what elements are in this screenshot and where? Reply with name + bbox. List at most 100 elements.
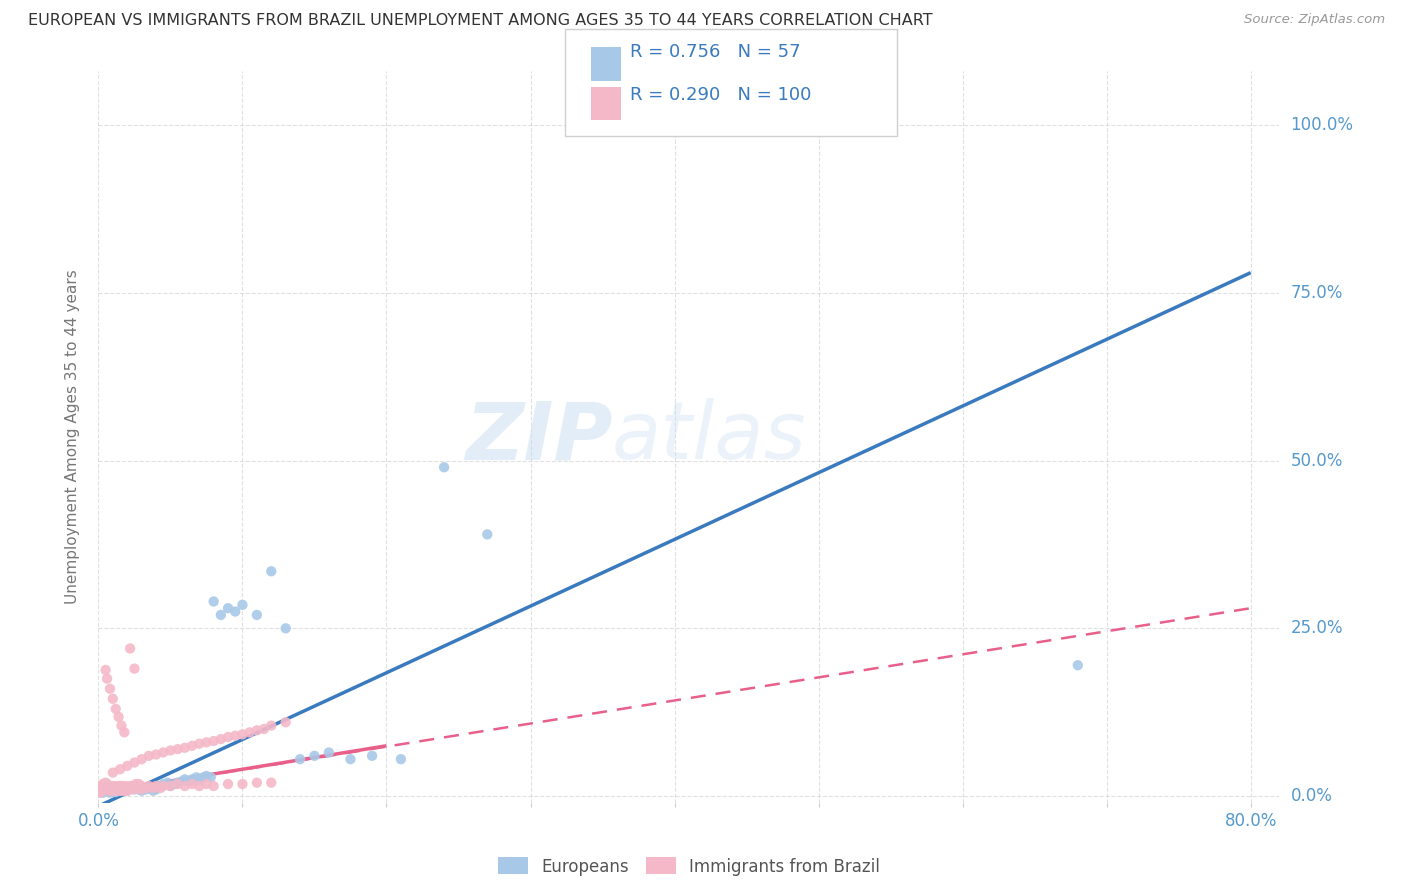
Point	[274, 715, 297, 730]
Point	[96, 672, 118, 686]
Point	[108, 762, 131, 776]
Point	[128, 777, 150, 791]
Point	[98, 783, 121, 797]
Point	[166, 777, 188, 791]
Point	[105, 779, 128, 793]
Point	[101, 783, 124, 797]
Point	[101, 765, 124, 780]
Point	[115, 783, 138, 797]
Point	[217, 601, 239, 615]
Point	[159, 779, 181, 793]
Point	[253, 722, 276, 736]
Point	[94, 775, 117, 789]
Point	[477, 527, 499, 541]
Point	[389, 752, 412, 766]
Point	[202, 779, 225, 793]
Point	[91, 777, 114, 791]
Point	[107, 783, 129, 797]
Point	[131, 783, 153, 797]
Y-axis label: Unemployment Among Ages 35 to 44 years: Unemployment Among Ages 35 to 44 years	[65, 269, 80, 605]
Point	[131, 779, 153, 793]
Point	[179, 774, 201, 789]
Point	[128, 780, 150, 795]
Point	[101, 780, 124, 795]
Point	[89, 786, 111, 800]
Point	[104, 785, 127, 799]
Point	[105, 782, 128, 797]
Point	[91, 786, 114, 800]
Point	[231, 598, 253, 612]
Point	[104, 702, 127, 716]
Point	[112, 782, 135, 797]
Point	[122, 779, 145, 793]
Point	[170, 774, 193, 789]
Point	[93, 783, 115, 797]
Point	[246, 775, 269, 789]
Point	[98, 681, 121, 696]
Point	[209, 607, 232, 622]
Point	[202, 594, 225, 608]
Point	[120, 641, 142, 656]
Point	[159, 743, 181, 757]
Point	[188, 779, 211, 793]
Point	[361, 748, 384, 763]
Point	[260, 564, 283, 578]
Point	[107, 710, 129, 724]
Point	[152, 779, 174, 793]
Point	[112, 783, 135, 797]
Point	[152, 777, 174, 791]
Point	[142, 780, 165, 795]
Point	[104, 783, 127, 797]
Point	[124, 756, 146, 770]
Point	[124, 662, 146, 676]
Point	[195, 735, 218, 749]
Text: 0.0%: 0.0%	[1291, 787, 1333, 805]
Point	[186, 770, 208, 784]
Point	[122, 782, 145, 797]
Point	[145, 782, 167, 797]
Point	[97, 783, 120, 797]
Point	[145, 747, 167, 762]
Point	[110, 783, 132, 797]
Point	[91, 782, 114, 797]
Point	[200, 770, 222, 784]
Text: ZIP: ZIP	[465, 398, 612, 476]
Point	[231, 727, 253, 741]
Text: 100.0%: 100.0%	[1291, 116, 1354, 134]
Point	[104, 780, 127, 795]
Point	[94, 663, 117, 677]
Point	[93, 783, 115, 797]
Point	[433, 460, 456, 475]
Point	[128, 782, 150, 797]
Point	[98, 786, 121, 800]
Point	[96, 779, 118, 793]
Point	[217, 777, 239, 791]
Point	[195, 769, 218, 783]
Point	[110, 780, 132, 795]
Point	[112, 725, 135, 739]
Point	[217, 730, 239, 744]
Point	[90, 782, 112, 797]
Point	[149, 780, 172, 795]
Point	[100, 779, 122, 793]
Point	[103, 780, 125, 795]
Point	[131, 752, 153, 766]
Point	[125, 780, 148, 795]
Point	[149, 779, 172, 793]
Point	[114, 779, 136, 793]
Point	[97, 782, 120, 797]
Point	[107, 780, 129, 795]
Point	[173, 779, 195, 793]
Point	[108, 782, 131, 797]
Text: atlas: atlas	[612, 398, 807, 476]
Point	[100, 782, 122, 797]
Point	[188, 737, 211, 751]
Point	[159, 779, 181, 793]
Point	[94, 780, 117, 795]
Point	[173, 740, 195, 755]
Point	[145, 779, 167, 793]
Point	[90, 779, 112, 793]
Point	[163, 777, 186, 791]
Point	[339, 752, 361, 766]
Text: 25.0%: 25.0%	[1291, 619, 1343, 637]
